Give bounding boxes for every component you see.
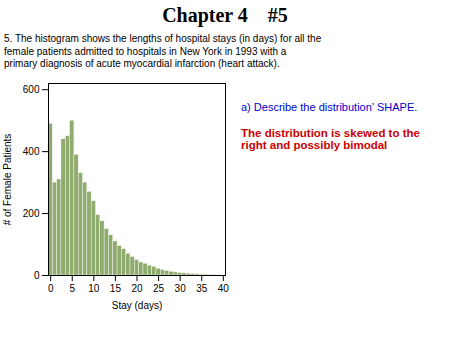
html-text:Chapter 4 #5: Chapter 4 #5 bbox=[162, 4, 288, 26]
svg-text:5: 5 bbox=[69, 282, 75, 293]
svg-text:# of Female Patients: # of Female Patients bbox=[2, 133, 13, 225]
svg-text:600: 600 bbox=[23, 83, 40, 94]
svg-text:Stay (days): Stay (days) bbox=[112, 299, 163, 310]
svg-text:30: 30 bbox=[175, 282, 187, 293]
svg-text:0: 0 bbox=[48, 282, 54, 293]
svg-text:15: 15 bbox=[110, 282, 122, 293]
svg-text:25: 25 bbox=[153, 282, 165, 293]
svg-text:0: 0 bbox=[34, 269, 40, 280]
svg-text:20: 20 bbox=[131, 282, 143, 293]
svg-text:10: 10 bbox=[88, 282, 100, 293]
svg-text:35: 35 bbox=[196, 282, 208, 293]
svg-text:400: 400 bbox=[23, 145, 40, 156]
html-text:The distribution is skewed to: The distribution is skewed to the right … bbox=[241, 126, 420, 151]
html-text:a) Describe the distribution’: a) Describe the distribution’ SHAPE. bbox=[241, 100, 418, 113]
svg-text:40: 40 bbox=[218, 282, 230, 293]
html-text:5. The histogram shows the len: 5. The histogram shows the lengths of ho… bbox=[4, 33, 322, 69]
svg-text:200: 200 bbox=[23, 207, 40, 218]
